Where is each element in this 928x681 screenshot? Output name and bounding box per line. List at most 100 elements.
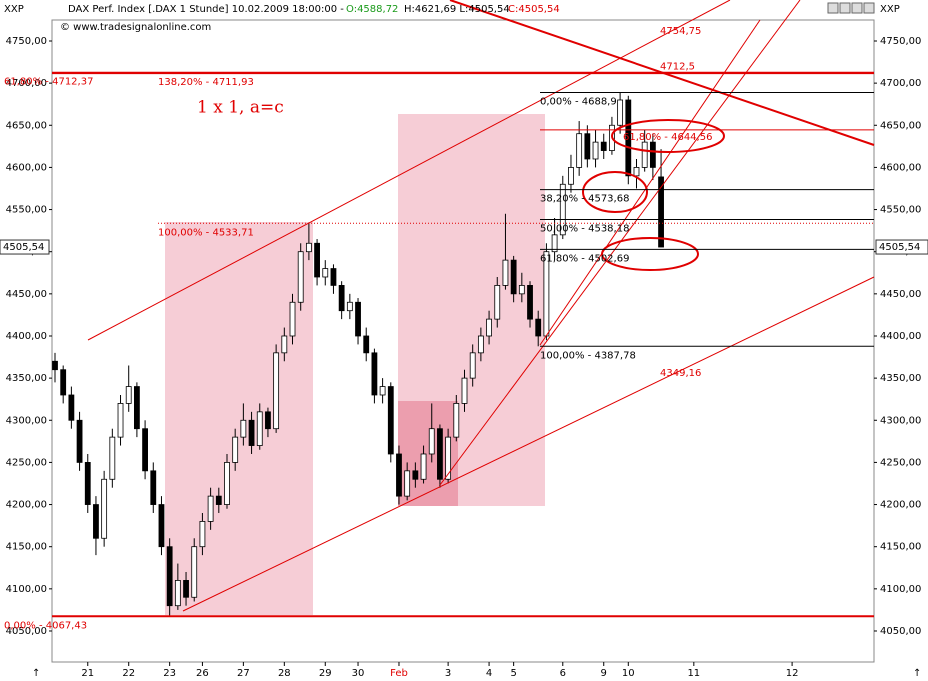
candle-body	[592, 141, 599, 160]
candle-body	[338, 285, 345, 312]
y-tick-label: 4200,00	[6, 500, 47, 511]
candle-body	[248, 419, 255, 446]
candle-body	[387, 386, 394, 455]
candle-body	[174, 580, 181, 607]
y-tick-label: 4550,00	[6, 205, 47, 216]
last-price-label: 4505,54	[879, 242, 920, 253]
x-tick-label: 30	[352, 668, 365, 679]
icon[interactable]	[827, 2, 839, 14]
highlight-ellipse	[582, 171, 648, 213]
y-tick-label: 4650,00	[880, 120, 921, 131]
x-tick-label: 10	[622, 668, 635, 679]
level-label: 38,20% - 4573,68	[540, 194, 629, 205]
candle-body	[641, 141, 648, 168]
x-tick-label: 26	[196, 668, 209, 679]
candle-body	[207, 495, 214, 522]
x-tick-label: 23	[163, 668, 176, 679]
candle-body	[486, 318, 492, 337]
marks-layer	[52, 92, 664, 617]
candle-body	[117, 403, 124, 438]
candle-body	[224, 462, 230, 505]
chart-title: DAX Perf. Index [.DAX 1 Stunde] 10.02.20…	[68, 4, 344, 15]
candle-body	[437, 428, 443, 480]
candle-body	[150, 470, 157, 505]
candle-body	[191, 546, 198, 598]
pattern-box	[165, 222, 313, 615]
scroll-arrow[interactable]: ↑	[32, 668, 40, 679]
candle-body	[477, 335, 484, 354]
x-tick-label: 4	[486, 668, 492, 679]
icon[interactable]	[863, 2, 875, 14]
candle-body	[305, 242, 312, 253]
level-label: 0,00% - 4688,9	[540, 96, 617, 107]
candle-body	[412, 470, 419, 480]
symbol: XXP	[880, 4, 900, 15]
candle-body	[60, 369, 67, 396]
candle-body	[240, 419, 247, 438]
candle-body	[453, 403, 460, 438]
x-tick-label: 3	[445, 668, 451, 679]
candle-body	[133, 386, 140, 430]
price-note: 4712,5	[660, 62, 695, 73]
candle-body	[649, 141, 656, 168]
x-tick-label: Feb	[390, 668, 408, 679]
y-tick-label: 4700,00	[6, 78, 47, 89]
candle-body	[527, 285, 533, 320]
trend-line	[182, 276, 875, 612]
window-icons	[827, 2, 875, 14]
candle-body	[396, 453, 402, 497]
candle-body	[404, 470, 411, 497]
x-tick-label: 5	[510, 668, 516, 679]
annotation: 1 x 1, a=c	[197, 98, 284, 118]
candle-body	[617, 99, 624, 126]
price-note: 4754,75	[660, 26, 701, 37]
candle-body	[469, 352, 476, 379]
candle-body	[551, 234, 558, 253]
candle-body	[584, 133, 591, 160]
candle-body	[428, 428, 435, 455]
y-tick-label: 4350,00	[6, 373, 47, 384]
ohlc-close: C:4505,54	[508, 4, 560, 15]
level-label: 100,00% - 4533,71	[158, 227, 254, 238]
y-tick-label: 4100,00	[880, 584, 921, 595]
y-tick-label: 4150,00	[6, 542, 47, 553]
candle-body	[256, 411, 263, 446]
candle-body	[461, 377, 468, 404]
icon[interactable]	[851, 2, 863, 14]
y-tick-label: 4350,00	[880, 373, 921, 384]
candle-body	[101, 478, 108, 539]
y-tick-label: 4050,00	[6, 626, 47, 637]
source: © www.tradesignalonline.com	[60, 22, 211, 33]
y-tick-label: 4400,00	[6, 331, 47, 342]
candle-body	[633, 167, 640, 177]
x-tick-label: 12	[786, 668, 799, 679]
candle-body	[445, 436, 452, 480]
y-tick-label: 4300,00	[880, 415, 921, 426]
candle-body	[625, 99, 632, 177]
candle-body	[658, 176, 664, 248]
x-tick-label: 11	[687, 668, 700, 679]
highlight-ellipse	[601, 237, 699, 271]
candle-body	[371, 352, 378, 396]
ohlc-high-low: H:4621,69 L:4505,54	[404, 4, 510, 15]
x-tick-label: 9	[601, 668, 607, 679]
x-tick-label: 6	[560, 668, 566, 679]
candle-body	[183, 580, 189, 598]
y-tick-label: 4600,00	[880, 162, 921, 173]
candle-body	[420, 453, 427, 480]
level-label: 61,80% - 4712,37	[4, 77, 93, 88]
x-tick-label: 28	[278, 668, 291, 679]
candle-body	[166, 546, 173, 607]
y-tick-label: 4750,00	[880, 36, 921, 47]
scroll-arrow[interactable]: ↑	[913, 668, 921, 679]
y-tick-label: 4100,00	[6, 584, 47, 595]
candle-body	[52, 360, 58, 371]
candle-body	[265, 411, 271, 430]
level-label: 61,80% - 4502,69	[540, 253, 629, 264]
candle-body	[379, 386, 386, 396]
candle-body	[297, 251, 304, 303]
icon[interactable]	[839, 2, 851, 14]
candle-body	[600, 141, 607, 151]
